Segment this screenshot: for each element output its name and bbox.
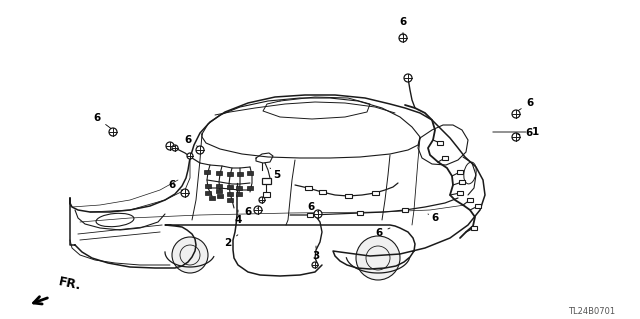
Circle shape	[512, 110, 520, 118]
Bar	[437, 141, 443, 145]
Bar	[216, 171, 222, 175]
Bar	[402, 208, 408, 212]
Bar	[227, 192, 233, 196]
Bar	[247, 171, 253, 175]
Circle shape	[166, 142, 174, 150]
Bar	[227, 185, 233, 189]
Bar	[204, 170, 210, 174]
Text: 6: 6	[184, 135, 198, 146]
Bar	[263, 192, 270, 197]
Bar	[307, 213, 313, 217]
Circle shape	[259, 197, 265, 203]
Text: FR.: FR.	[57, 276, 83, 293]
Circle shape	[254, 206, 262, 214]
Bar	[227, 198, 233, 202]
Text: 5: 5	[270, 168, 280, 180]
Bar	[216, 184, 222, 188]
Text: 6: 6	[428, 213, 438, 223]
Bar	[205, 184, 211, 188]
Circle shape	[172, 237, 208, 273]
Bar	[209, 196, 215, 200]
Bar	[471, 226, 477, 230]
Bar	[457, 191, 463, 195]
Bar	[344, 194, 351, 198]
Bar	[467, 198, 473, 202]
Circle shape	[109, 128, 117, 136]
Text: 6: 6	[376, 228, 390, 238]
Circle shape	[512, 133, 520, 141]
Circle shape	[181, 189, 189, 197]
Text: 2: 2	[225, 235, 238, 248]
Text: 6: 6	[93, 113, 111, 128]
Bar	[305, 186, 312, 190]
Bar	[236, 186, 242, 190]
Bar	[442, 156, 448, 160]
Bar	[217, 194, 223, 198]
Bar	[475, 204, 481, 208]
Circle shape	[404, 74, 412, 82]
Text: 6: 6	[168, 180, 182, 191]
Text: 6: 6	[518, 128, 532, 138]
Text: 6: 6	[244, 207, 258, 217]
Bar	[262, 178, 271, 184]
Bar	[457, 170, 463, 174]
Text: 1: 1	[493, 127, 539, 137]
Circle shape	[399, 34, 407, 42]
Bar	[216, 189, 222, 193]
Text: 6: 6	[518, 98, 534, 110]
Bar	[371, 191, 378, 195]
Circle shape	[356, 236, 400, 280]
Bar	[247, 186, 253, 190]
Bar	[236, 192, 242, 196]
Circle shape	[314, 210, 322, 218]
Text: 6: 6	[399, 17, 406, 35]
Circle shape	[187, 153, 193, 159]
Text: TL24B0701: TL24B0701	[568, 308, 616, 316]
Text: 3: 3	[312, 246, 319, 261]
Bar	[205, 191, 211, 195]
Text: 6: 6	[307, 202, 318, 212]
Circle shape	[172, 145, 178, 151]
Bar	[227, 172, 233, 176]
Bar	[237, 172, 243, 176]
Bar	[459, 180, 465, 184]
Bar	[357, 211, 363, 215]
Circle shape	[312, 262, 318, 268]
Text: 4: 4	[234, 210, 242, 225]
Bar	[319, 190, 326, 194]
Circle shape	[196, 146, 204, 154]
